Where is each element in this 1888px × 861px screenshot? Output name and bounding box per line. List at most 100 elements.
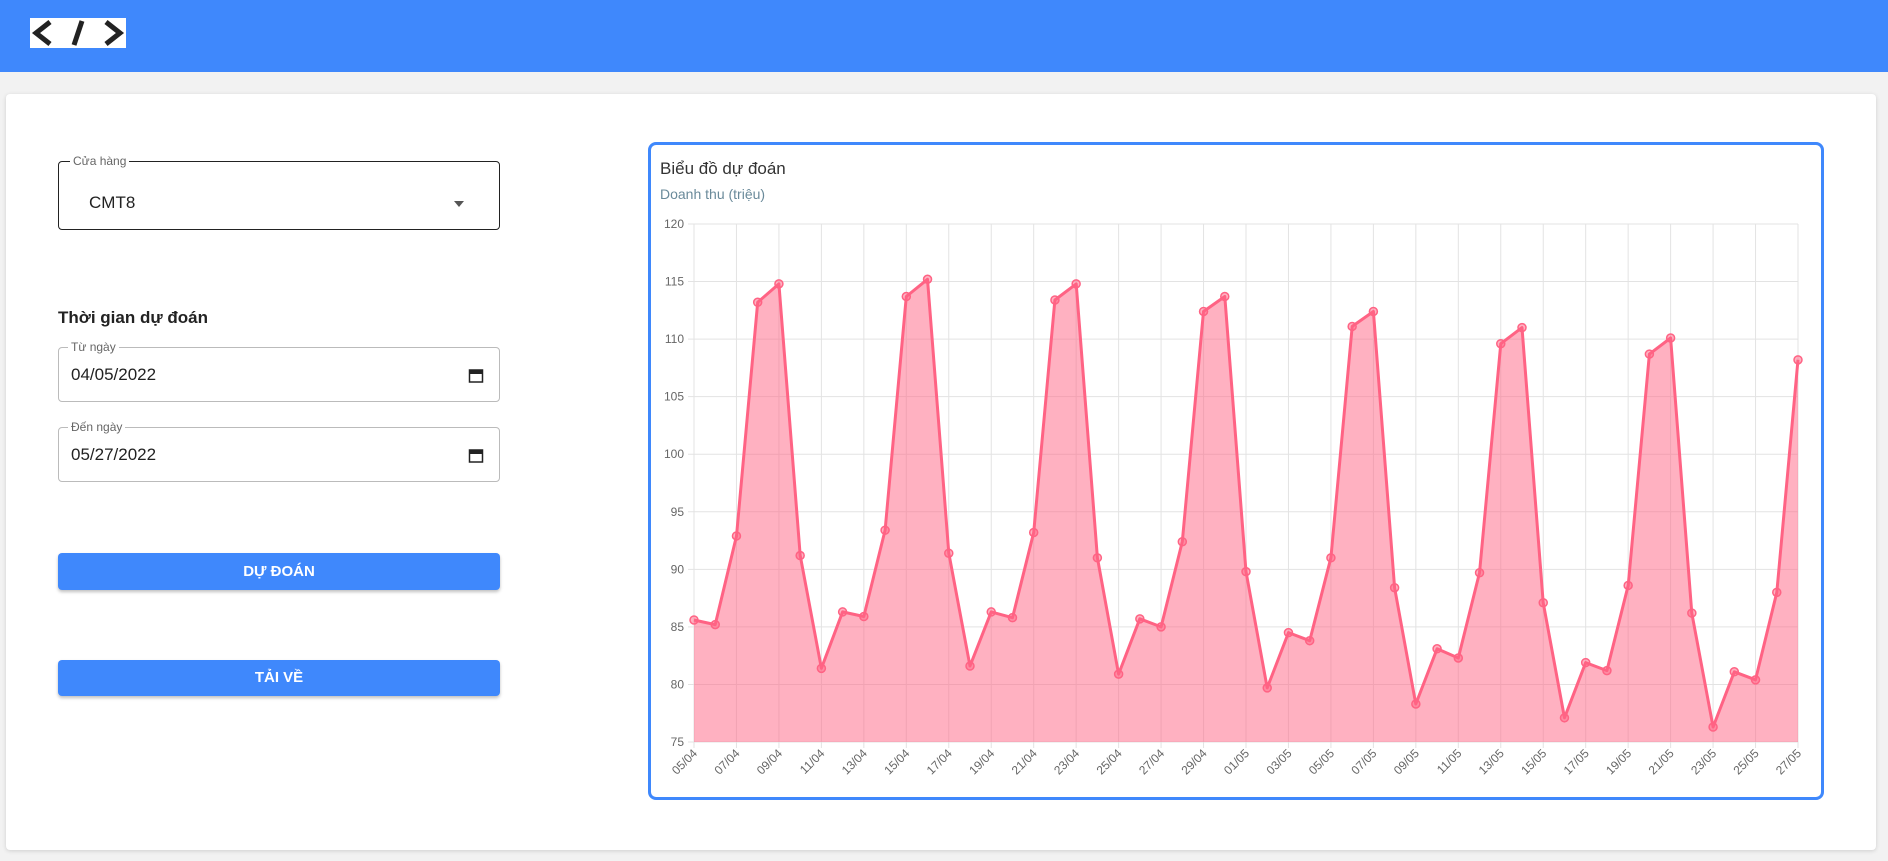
point (1177, 536, 1188, 547)
point (1389, 583, 1400, 593)
point (689, 615, 699, 625)
y-tick-label: 100 (664, 447, 684, 461)
point (1474, 568, 1485, 578)
area (694, 279, 1798, 742)
y-tick-label: 105 (664, 390, 684, 404)
point (1496, 338, 1506, 349)
point (1262, 683, 1272, 693)
point (965, 661, 975, 671)
point (1665, 333, 1676, 343)
store-select[interactable] (58, 161, 500, 230)
point (1347, 321, 1357, 332)
x-tick-label: 17/04 (924, 746, 955, 777)
point (1432, 644, 1442, 654)
y-tick-label: 115 (665, 275, 684, 289)
store-label: Cửa hàng (70, 154, 130, 168)
point (1156, 622, 1166, 632)
x-tick-label: 11/04 (797, 746, 828, 777)
point (1007, 612, 1018, 623)
point (1368, 306, 1379, 317)
from-date[interactable] (58, 347, 500, 402)
dropdown-arrow (454, 201, 464, 207)
point (1580, 657, 1591, 668)
point (901, 291, 912, 302)
point (1729, 667, 1740, 677)
x-tick-label: 23/05 (1688, 746, 1719, 777)
section-title: Thời gian dự đoán (58, 308, 208, 327)
point (1326, 553, 1336, 563)
point (1028, 527, 1039, 538)
x-tick-label: 27/04 (1136, 746, 1167, 777)
predict-button[interactable]: DỰ ĐOÁN (58, 553, 500, 590)
point (1304, 635, 1315, 646)
point (752, 297, 763, 308)
x-tick-label: 15/04 (881, 746, 912, 777)
x-tick-label: 25/04 (1094, 746, 1125, 777)
point (795, 550, 805, 561)
x-tick-label: 19/04 (966, 746, 997, 777)
x-tick-label: 13/04 (839, 746, 870, 777)
from-value: 04/05/2022 (71, 365, 157, 384)
x-tick-label: 05/04 (669, 746, 700, 777)
point (880, 525, 890, 535)
y-tick-label: 85 (671, 620, 685, 634)
download-button[interactable]: TẢI VỀ (58, 660, 500, 696)
x-tick-label: 05/05 (1306, 746, 1337, 777)
point (1793, 355, 1803, 365)
y-tick-label: 110 (665, 332, 684, 346)
point (1220, 291, 1230, 302)
x-tick-label: 27/05 (1773, 746, 1804, 777)
point (859, 611, 869, 622)
x-tick-label: 03/05 (1263, 746, 1294, 777)
point (1750, 675, 1761, 685)
chart-container: Biểu đồ dự đoán Doanh thu (triệu) 75 80 85… (648, 142, 1824, 800)
x-tick-label: 09/05 (1391, 746, 1422, 777)
x-tick-label: 21/04 (1009, 746, 1040, 777)
point (1283, 627, 1294, 638)
x-tick-label: 17/05 (1561, 746, 1592, 777)
store-value: CMT8 (89, 193, 136, 212)
point (1538, 597, 1548, 608)
point (774, 279, 784, 289)
point (1644, 349, 1655, 359)
y-tick-label: 90 (671, 562, 685, 576)
x-tick-label: 23/04 (1051, 746, 1082, 777)
point (1135, 614, 1145, 624)
to-date[interactable] (58, 427, 500, 482)
logo[interactable] (30, 18, 126, 48)
x-tick-label: 19/05 (1603, 746, 1634, 777)
x-tick-label: 13/05 (1476, 746, 1507, 777)
point (1113, 669, 1124, 679)
point (1241, 566, 1251, 577)
calendar-icon[interactable] (468, 447, 484, 463)
from-label: Từ ngày (68, 340, 119, 354)
to-value: 05/27/2022 (71, 445, 157, 464)
point (837, 607, 848, 617)
x-tick-label: 21/05 (1646, 746, 1677, 777)
y-tick-label: 75 (671, 735, 685, 749)
point (1708, 722, 1718, 732)
point (1687, 608, 1697, 618)
chart-title: Biểu đồ dự đoán (660, 159, 786, 178)
point (1772, 587, 1782, 598)
point (922, 274, 933, 285)
point (1602, 665, 1612, 676)
point (1623, 580, 1633, 591)
y-tick-label: 80 (671, 677, 685, 691)
point (731, 531, 742, 541)
x-tick-label: 25/05 (1731, 746, 1762, 777)
to-label: Đến ngày (68, 420, 126, 434)
x-tick-label: 07/04 (711, 746, 742, 777)
y-tick-label: 95 (671, 505, 685, 519)
point (1517, 322, 1527, 333)
x-tick-label: 11/05 (1434, 746, 1465, 777)
calendar-icon[interactable] (468, 367, 484, 383)
y-tick-label: 120 (664, 217, 684, 231)
point (1050, 295, 1060, 305)
x-tick-label: 15/05 (1518, 746, 1549, 777)
point (1411, 699, 1421, 709)
x-tick-label: 09/04 (754, 746, 785, 777)
x-tick-label: 07/05 (1348, 746, 1379, 777)
chart: Biểu đồ dự đoán Doanh thu (triệu) 75 80 85… (660, 159, 1804, 777)
